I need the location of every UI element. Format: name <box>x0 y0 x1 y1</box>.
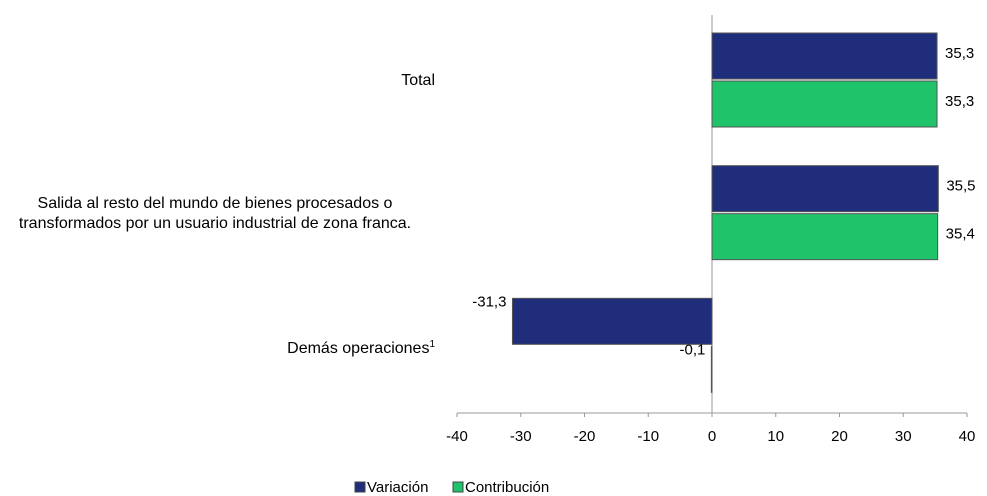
x-tick-label: -40 <box>446 428 468 445</box>
value-label: 35,3 <box>945 45 974 62</box>
category-name: Salida al resto del mundo de bienes proc… <box>18 195 412 232</box>
x-tick-label: -30 <box>510 428 532 445</box>
legend-swatch <box>354 481 366 493</box>
x-tick-label: 20 <box>831 428 848 445</box>
category-text: Demás operaciones1 <box>287 334 435 358</box>
x-tick-label: 30 <box>895 428 912 445</box>
value-label: -31,3 <box>472 293 506 310</box>
category-text: Total <box>401 71 435 91</box>
bar <box>711 213 939 261</box>
bar <box>511 297 713 345</box>
legend-label: Variación <box>367 479 428 496</box>
value-label: -0,1 <box>680 341 706 358</box>
value-label: 35,5 <box>946 178 975 195</box>
legend-label: Contribución <box>465 479 549 496</box>
legend-swatch <box>452 481 464 493</box>
value-label: 35,4 <box>946 226 975 243</box>
category-name: Demás operaciones <box>287 339 430 357</box>
category-label: Demás operaciones1 <box>0 334 435 358</box>
category-label: Salida al resto del mundo de bienes proc… <box>0 194 435 234</box>
bar <box>711 32 938 80</box>
x-tick-label: 40 <box>959 428 976 445</box>
category-superscript: 1 <box>429 338 435 350</box>
value-label: 35,3 <box>945 93 974 110</box>
x-tick-label: -10 <box>637 428 659 445</box>
x-tick-label: 10 <box>767 428 784 445</box>
bar <box>711 165 939 213</box>
category-name: Total <box>401 72 435 90</box>
x-tick-label: 0 <box>708 428 716 445</box>
category-label: Total <box>0 71 435 91</box>
bar <box>711 80 938 128</box>
bar <box>710 345 713 393</box>
category-text: Salida al resto del mundo de bienes proc… <box>0 194 435 234</box>
x-tick-label: -20 <box>574 428 596 445</box>
